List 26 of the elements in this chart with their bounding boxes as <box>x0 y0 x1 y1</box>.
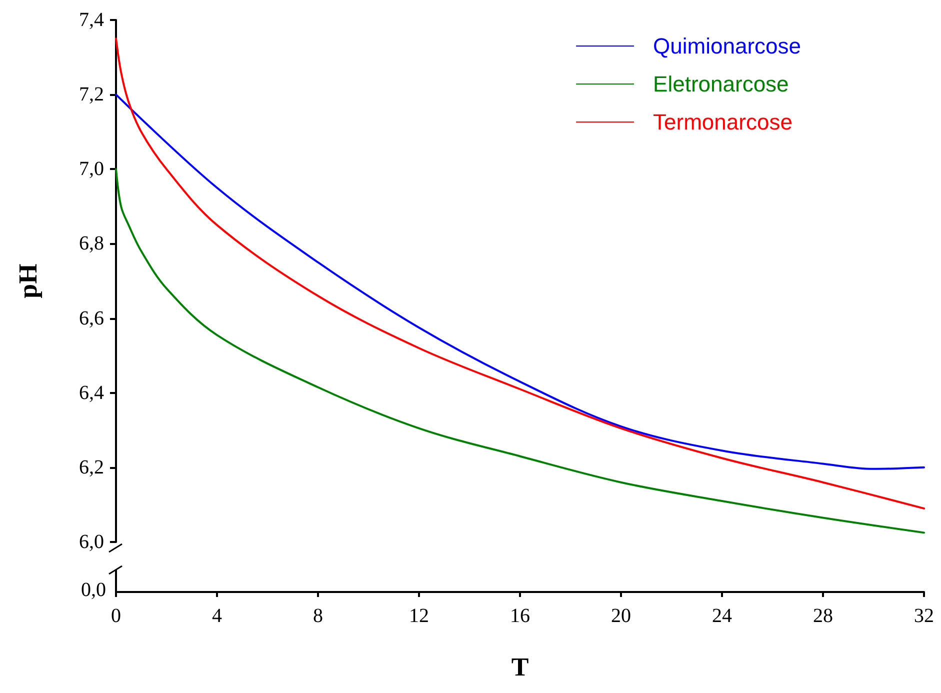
x-tick-label: 4 <box>212 605 222 627</box>
line-series <box>115 168 925 534</box>
x-tick-label: 20 <box>611 605 631 627</box>
y-tick-label: 6,6 <box>79 307 104 330</box>
x-tick-label: 16 <box>510 605 530 627</box>
x-tick-label: 24 <box>712 605 732 627</box>
line-series <box>115 38 925 510</box>
y-tick-label: 6,8 <box>79 232 104 255</box>
legend-label: Eletronarcose <box>653 72 789 96</box>
y-tick-label: 6,0 <box>79 531 104 553</box>
legend-label: Quimionarcose <box>653 34 801 58</box>
legend-label: Termonarcose <box>653 110 792 134</box>
y-tick-label: 6,4 <box>79 382 104 404</box>
x-tick-label: 12 <box>409 605 429 627</box>
x-tick-label: 32 <box>914 605 934 627</box>
y-tick-label: 7,0 <box>79 158 104 180</box>
x-axis-title: T <box>511 652 529 682</box>
y-tick-label: 6,2 <box>79 456 104 478</box>
y-tick-label: 7,2 <box>79 84 104 106</box>
x-tick-label: 0 <box>111 605 121 627</box>
text: 0,0 <box>81 579 106 601</box>
x-tick-label: 8 <box>313 605 323 627</box>
line-series <box>115 94 925 470</box>
x-tick-label: 28 <box>813 605 833 627</box>
y-axis-title: pH <box>14 264 42 298</box>
y-tick-label: 7,4 <box>79 9 104 31</box>
